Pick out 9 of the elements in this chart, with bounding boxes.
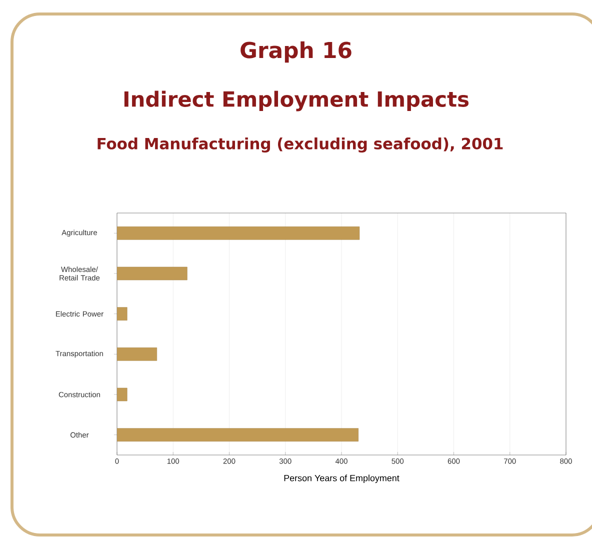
- bar: [117, 226, 360, 240]
- text: Food Manufacturing (excluding seafood), 2001: [98, 137, 503, 153]
- chart-title: Graph 16: [240, 41, 352, 63]
- bar: [117, 266, 188, 280]
- bar: [117, 307, 128, 320]
- chart-subtitle: Indirect Employment Impacts: [124, 90, 469, 112]
- x-axis-title: Person Years of Employment: [284, 474, 400, 484]
- bar: [117, 348, 158, 361]
- bar: [117, 428, 358, 442]
